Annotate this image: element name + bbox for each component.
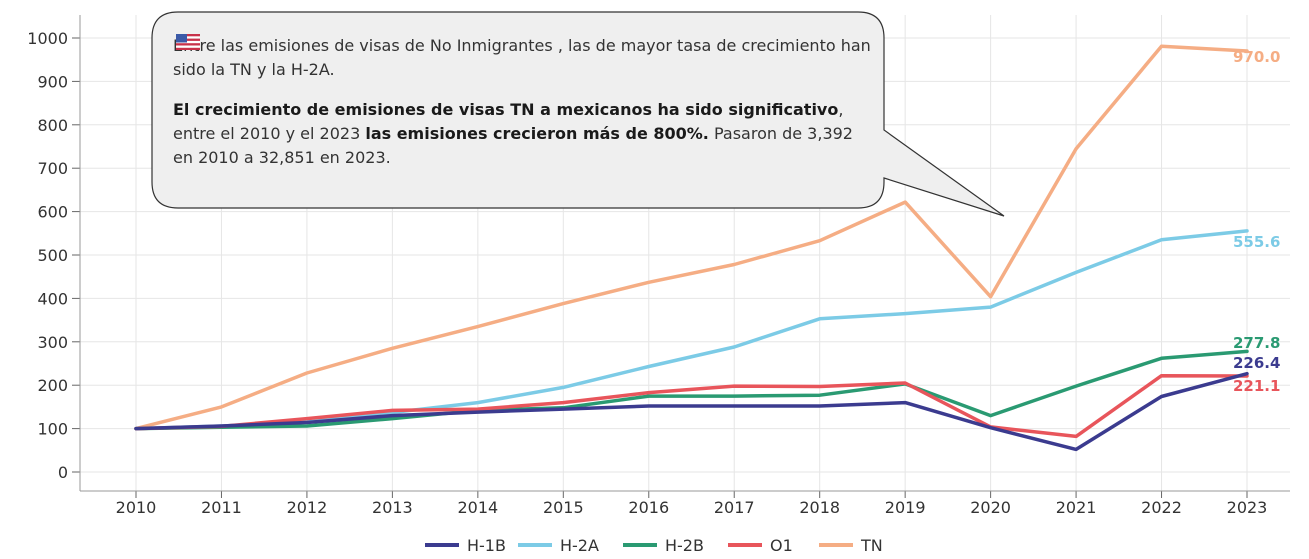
y-tick-label: 200 — [37, 376, 68, 395]
y-tick-label: 900 — [37, 72, 68, 91]
end-labels: 226.4 555.6 277.8 221.1 970.0 — [1233, 48, 1280, 395]
callout-bold-2: las emisiones crecieron más de 800%. — [365, 124, 709, 143]
x-tick-label: 2015 — [543, 498, 584, 517]
x-tick-label: 2023 — [1227, 498, 1268, 517]
x-axis: 2010 2011 2012 2013 2014 2015 2016 2017 2018 2019… — [80, 490, 1290, 517]
y-tick-label: 0 — [58, 463, 68, 482]
series-line-tn — [134, 44, 1249, 431]
x-tick-label: 2018 — [799, 498, 840, 517]
y-tick-label: 300 — [37, 333, 68, 352]
end-label-o1: 221.1 — [1233, 377, 1280, 395]
series-line-h-2b — [134, 349, 1249, 431]
x-tick-label: 2017 — [714, 498, 755, 517]
us-flag-icon — [176, 34, 200, 50]
end-label-h-2a: 555.6 — [1233, 233, 1280, 251]
y-tick-label: 800 — [37, 116, 68, 135]
x-tick-label: 2012 — [287, 498, 328, 517]
callout-bubble — [151, 11, 1005, 217]
callout-text: Entre las emisiones de visas de No Inmig… — [173, 34, 873, 170]
callout-line1-a: Entre las emisiones de visas de No Inmig… — [173, 36, 553, 55]
x-tick-label: 2022 — [1141, 498, 1182, 517]
y-tick-label: 500 — [37, 246, 68, 265]
legend-label-tn: TN — [860, 536, 883, 555]
y-tick-label: 600 — [37, 203, 68, 222]
x-tick-label: 2014 — [457, 498, 498, 517]
series-line-o1 — [134, 373, 1249, 439]
callout-text-1: , entre el 2010 y el 2023 — [173, 100, 844, 143]
end-label-tn: 970.0 — [1233, 48, 1280, 66]
x-tick-label: 2013 — [372, 498, 413, 517]
legend-label-h-2b: H-2B — [665, 536, 704, 555]
x-tick-label: 2016 — [628, 498, 669, 517]
callout-text-2: Pasaron de 3,392 en 2010 a 32,851 en 202… — [173, 124, 853, 167]
legend-label-o1: O1 — [770, 536, 793, 555]
series-line-h-1b — [134, 371, 1249, 452]
callout-bold-1: El crecimiento de emisiones de visas TN … — [173, 100, 839, 119]
callout-line1-b: , las de mayor tasa de crecimiento han s… — [173, 36, 871, 79]
end-label-h-2b: 277.8 — [1233, 334, 1280, 352]
legend-label-h-1b: H-1B — [467, 536, 506, 555]
x-tick-label: 2011 — [201, 498, 242, 517]
legend-label-h-2a: H-2A — [560, 536, 599, 555]
x-tick-label: 2019 — [885, 498, 926, 517]
x-tick-label: 2020 — [970, 498, 1011, 517]
y-axis: 0 100 200 300 400 500 600 700 800 900 1000 — [27, 15, 81, 491]
legend: H-1B H-2A H-2B O1 TN — [425, 536, 883, 555]
y-tick-label: 100 — [37, 420, 68, 439]
callout-paragraph-2: El crecimiento de emisiones de visas TN … — [173, 98, 873, 170]
x-tick-label: 2021 — [1056, 498, 1097, 517]
callout-shape — [151, 11, 1005, 217]
y-tick-label: 400 — [37, 289, 68, 308]
y-tick-label: 1000 — [27, 29, 68, 48]
x-tick-label: 2010 — [116, 498, 157, 517]
end-label-h-1b: 226.4 — [1233, 354, 1280, 372]
callout-paragraph-1: Entre las emisiones de visas de No Inmig… — [173, 34, 873, 82]
series-lines — [134, 44, 1249, 452]
series-line-h-2a — [134, 229, 1249, 431]
y-tick-label: 700 — [37, 159, 68, 178]
